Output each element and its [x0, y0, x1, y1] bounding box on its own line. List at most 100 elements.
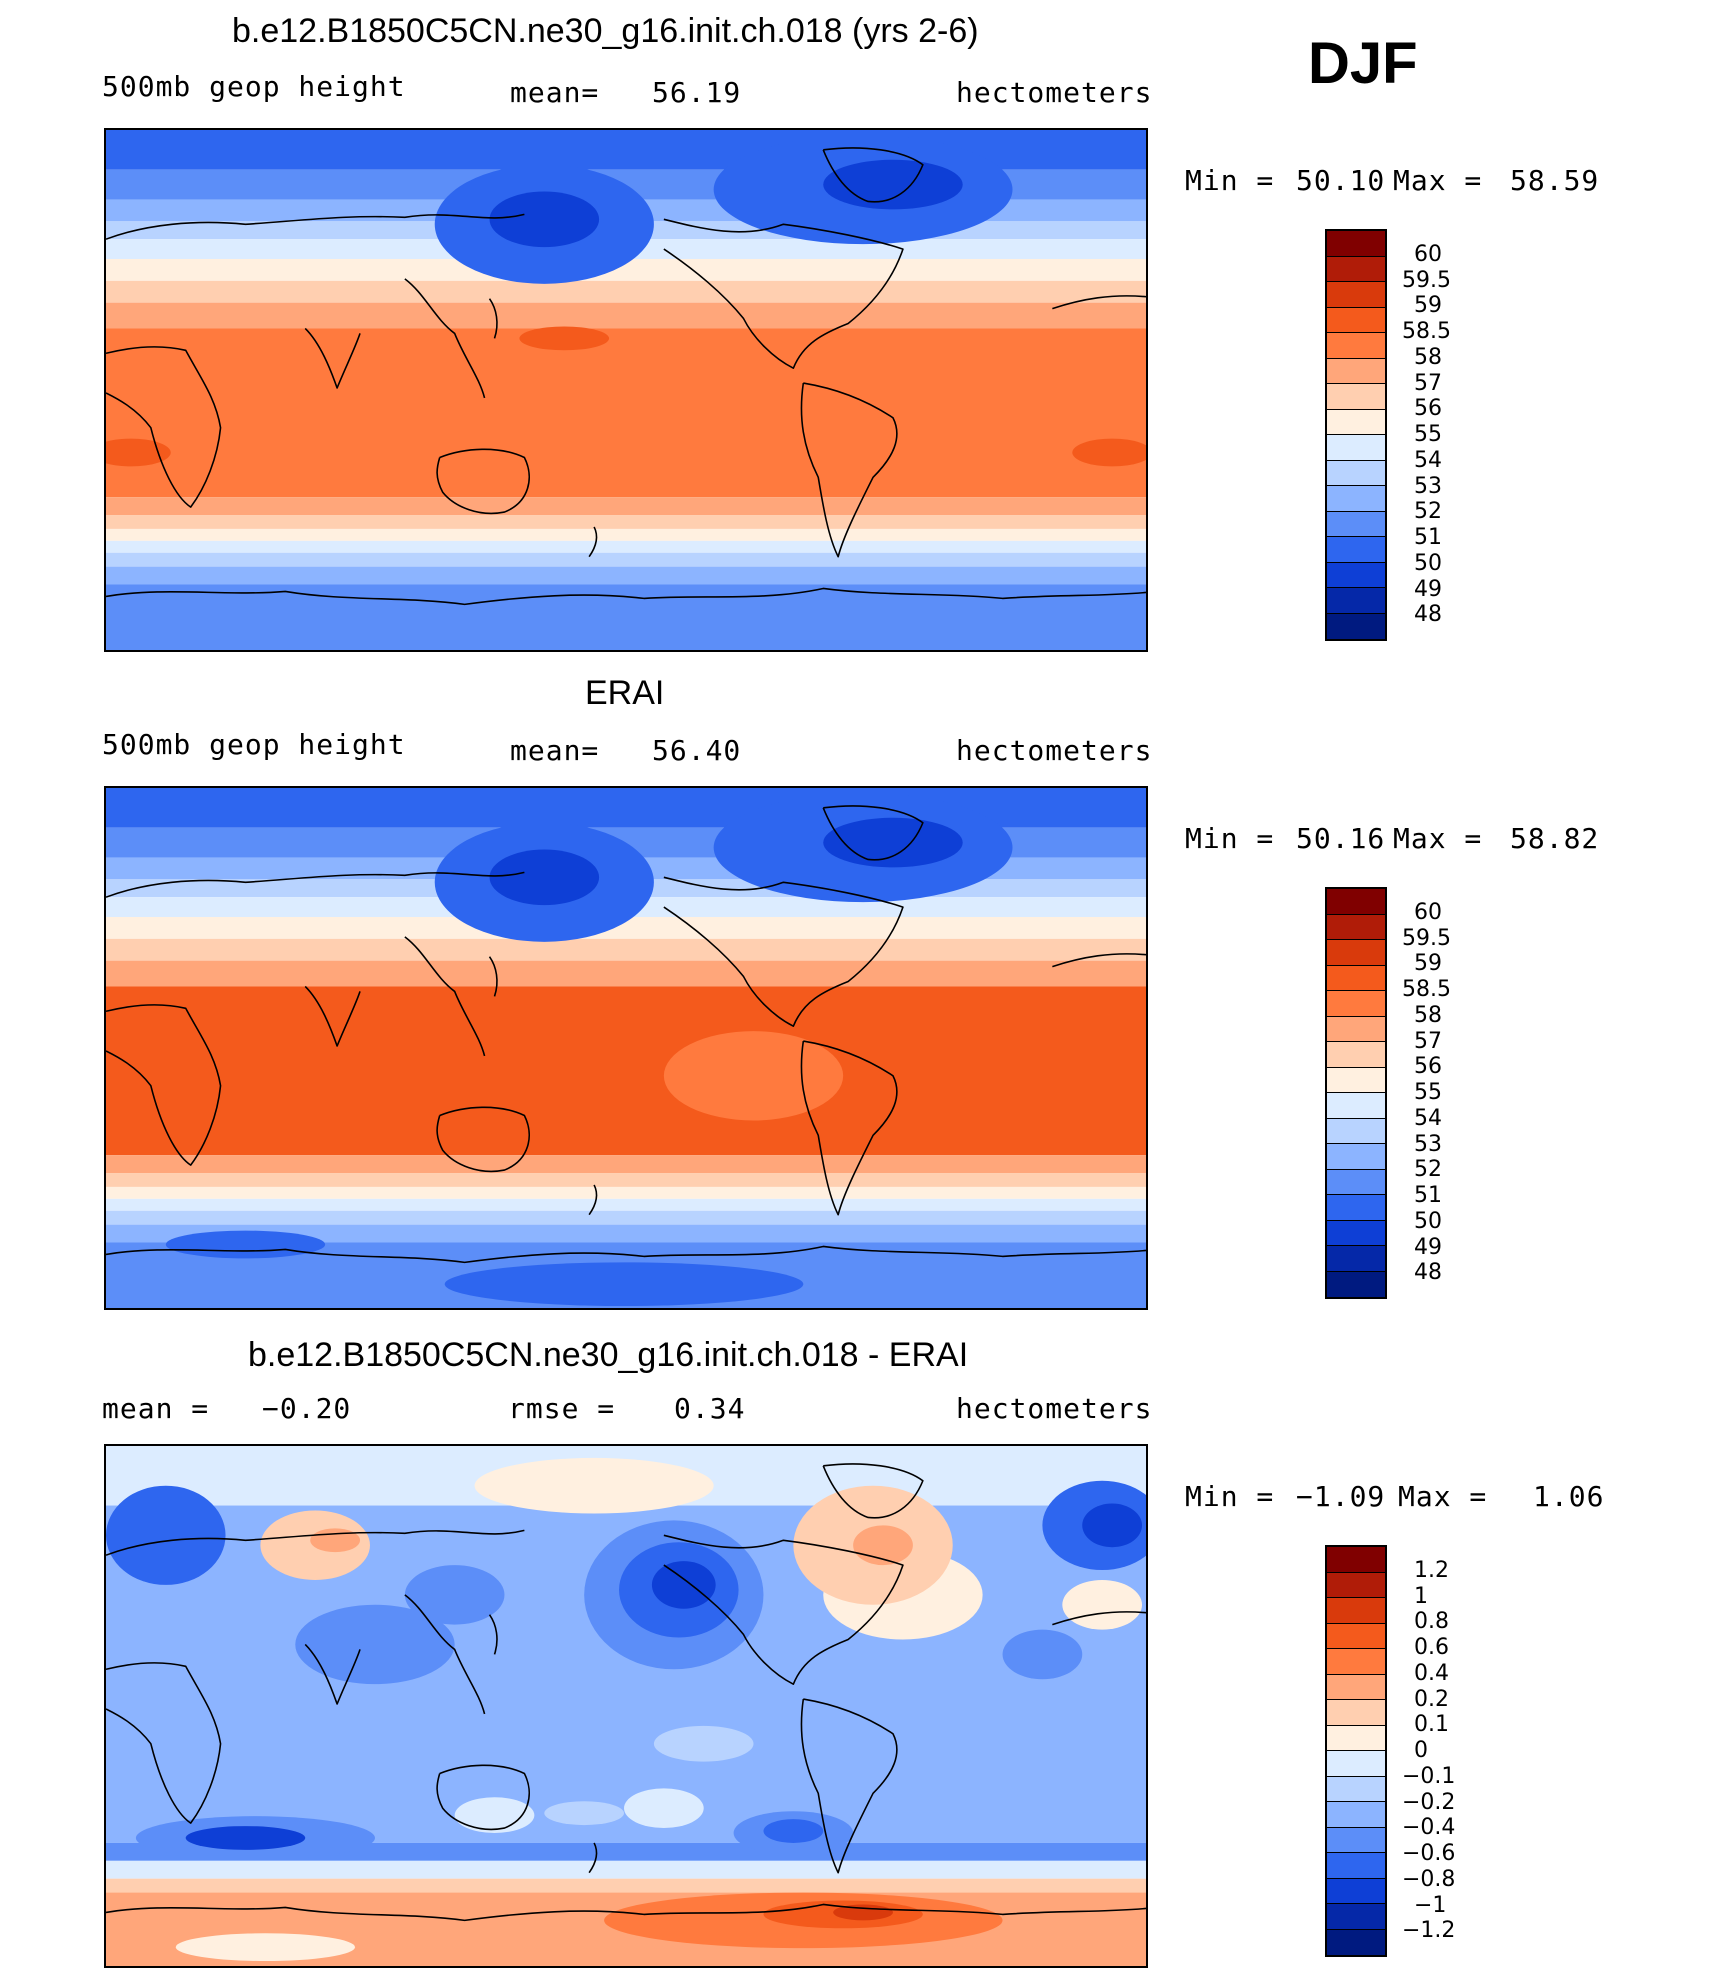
- colorbar-label: 50: [1414, 550, 1442, 576]
- colorbar-label: 56: [1414, 1054, 1442, 1080]
- colorbar-label: 51: [1414, 1183, 1442, 1208]
- field-band: [106, 566, 1146, 585]
- field-anomaly: [175, 1933, 356, 1962]
- colorbar-swatch: [1327, 1827, 1385, 1853]
- field-band: [106, 1842, 1146, 1861]
- field-anomaly: [489, 849, 600, 906]
- colorbar-label: 60: [1414, 899, 1442, 925]
- colorbar-label: 1.2: [1414, 1557, 1449, 1583]
- colorbar-swatch: [1327, 1144, 1385, 1170]
- field-band: [106, 540, 1146, 553]
- field-band: [106, 1155, 1146, 1174]
- colorbar-label: 48: [1414, 602, 1442, 628]
- panel1-map: [104, 128, 1148, 652]
- field-anomaly: [106, 1485, 226, 1585]
- panel2-title: ERAI: [585, 674, 665, 712]
- panel2-min-label: Min =: [1185, 822, 1275, 855]
- colorbar-swatch: [1327, 1853, 1385, 1879]
- field-band: [106, 960, 1146, 987]
- field-band: [106, 584, 1146, 650]
- panel3-colorbar: [1325, 1545, 1387, 1957]
- colorbar-swatch: [1327, 307, 1385, 333]
- field-band: [106, 328, 1146, 498]
- panel2-map: [104, 786, 1148, 1310]
- panel3-mean-value: −0.20: [262, 1392, 352, 1425]
- colorbar-label: 58.5: [1402, 977, 1451, 1002]
- colorbar-label: 52: [1414, 499, 1442, 525]
- colorbar-swatch: [1327, 1016, 1385, 1042]
- colorbar-swatch: [1327, 1776, 1385, 1802]
- colorbar-swatch: [1327, 1246, 1385, 1272]
- colorbar-label: −1: [1414, 1892, 1447, 1918]
- colorbar-label: 59: [1414, 293, 1442, 319]
- colorbar-swatch: [1327, 1042, 1385, 1068]
- panel2-colorbar: [1325, 887, 1387, 1299]
- field-band: [106, 938, 1146, 961]
- field-anomaly: [106, 438, 171, 467]
- colorbar-swatch: [1327, 1623, 1385, 1649]
- field-band: [106, 515, 1146, 529]
- colorbar-swatch: [1327, 940, 1385, 966]
- colorbar-swatch: [1327, 1649, 1385, 1675]
- field-anomaly: [295, 1604, 455, 1685]
- colorbar-swatch: [1327, 1220, 1385, 1246]
- colorbar-label: −0.1: [1402, 1763, 1456, 1789]
- field-anomaly: [404, 1565, 505, 1625]
- panel1-mean-value: 56.19: [652, 76, 742, 109]
- colorbar-label: −1.2: [1402, 1918, 1456, 1944]
- colorbar-swatch: [1327, 1725, 1385, 1751]
- colorbar-swatch: [1327, 1598, 1385, 1624]
- colorbar-label: 54: [1414, 447, 1442, 473]
- colorbar-label: 60: [1414, 241, 1442, 267]
- field-anomaly: [653, 1725, 754, 1762]
- field-band: [106, 1860, 1146, 1879]
- colorbar-swatch: [1327, 1700, 1385, 1726]
- colorbar-swatch: [1327, 1169, 1385, 1195]
- field-anomaly: [1062, 1579, 1143, 1630]
- field-anomaly: [454, 1797, 535, 1834]
- field-anomaly: [1082, 1503, 1143, 1548]
- panel1-title: b.e12.B1850C5CN.ne30_g16.init.ch.018 (yr…: [232, 12, 979, 50]
- colorbar-swatch: [1327, 435, 1385, 461]
- field-band: [106, 552, 1146, 567]
- panel2-max-label: Max =: [1393, 822, 1483, 855]
- colorbar-swatch: [1327, 1093, 1385, 1119]
- colorbar-swatch: [1327, 1878, 1385, 1904]
- colorbar-swatch: [1327, 1674, 1385, 1700]
- colorbar-swatch: [1327, 1118, 1385, 1144]
- colorbar-label: 56: [1414, 396, 1442, 422]
- field-anomaly: [474, 1457, 714, 1514]
- colorbar-label: 0.1: [1414, 1712, 1449, 1738]
- colorbar-swatch: [1327, 1904, 1385, 1930]
- colorbar-swatch: [1327, 1572, 1385, 1598]
- panel3-units: hectometers: [956, 1392, 1153, 1425]
- field-anomaly: [519, 326, 610, 351]
- colorbar-swatch: [1327, 1751, 1385, 1777]
- colorbar-swatch: [1327, 1271, 1385, 1297]
- coastlines: [106, 147, 1146, 606]
- field-anomaly: [624, 1788, 704, 1829]
- field-band: [106, 1198, 1146, 1211]
- panel1-colorbar: [1325, 229, 1387, 641]
- colorbar-label: 0.6: [1414, 1635, 1449, 1660]
- colorbar-swatch: [1327, 282, 1385, 308]
- colorbar-swatch: [1327, 991, 1385, 1017]
- colorbar-swatch: [1327, 1547, 1385, 1573]
- field-anomaly: [310, 1528, 361, 1553]
- field-anomaly: [763, 1819, 824, 1843]
- colorbar-swatch: [1327, 965, 1385, 991]
- field-band: [106, 497, 1146, 516]
- colorbar-swatch: [1327, 460, 1385, 486]
- colorbar-label: −0.2: [1402, 1789, 1456, 1815]
- field-band: [106, 1210, 1146, 1225]
- colorbar-label: 52: [1414, 1157, 1442, 1183]
- field-anomaly: [165, 1230, 326, 1259]
- panel1-max-label: Max =: [1393, 164, 1483, 197]
- colorbar-label: 53: [1414, 473, 1442, 499]
- colorbar-label: 58: [1414, 344, 1442, 370]
- field-band: [106, 1224, 1146, 1243]
- colorbar-swatch: [1327, 333, 1385, 359]
- panel1-min-value: 50.10: [1296, 164, 1386, 197]
- field-anomaly: [663, 1031, 844, 1121]
- panel3-max-label: Max =: [1398, 1480, 1488, 1513]
